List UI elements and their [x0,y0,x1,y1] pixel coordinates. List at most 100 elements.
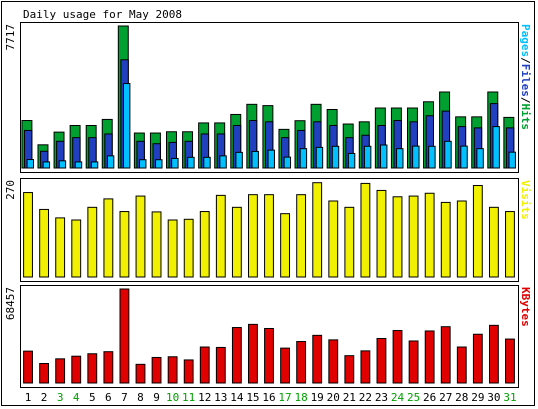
bar-pages-day-6 [106,155,115,169]
chart-titles: Daily usage for May 2008 [23,8,182,21]
legend: KBytes [519,287,532,327]
bar-visits-day-1 [23,192,33,278]
bar-pages-day-11 [187,156,195,169]
legend-pages: Pages [519,24,532,57]
bar-visits-day-23 [376,189,387,278]
bar-kbytes-day-21 [344,355,355,384]
legend-files: Files [519,64,532,97]
bar-visits-day-4 [71,219,82,278]
bar-kbytes-day-18 [296,341,307,384]
bar-pages-day-15 [251,150,259,169]
bar-kbytes-day-20 [328,339,339,384]
bar-pages-day-12 [203,156,211,169]
bar-visits-day-19 [312,182,323,278]
x-tick-label-22: 22 [359,391,372,404]
y-max-label: 7717 [4,24,17,51]
bar-visits-day-25 [408,195,419,278]
x-tick-label-16: 16 [262,391,275,404]
legend-visits: Visits [519,180,532,220]
x-tick-label-6: 6 [105,391,112,404]
bar-kbytes-day-23 [376,338,387,384]
panel-kbytes: 68457 KBytes [4,285,532,388]
chart-title: Daily usage for May 2008 [23,8,182,21]
x-tick-label-21: 21 [343,391,356,404]
bar-visits-day-11 [183,218,194,278]
bar-pages-day-31 [508,151,516,169]
bar-visits-day-24 [392,196,403,278]
bar-pages-day-20 [331,145,340,169]
bar-kbytes-day-2 [39,363,50,384]
bar-pages-day-18 [299,148,308,169]
bar-pages-day-2 [42,161,51,169]
bar-pages-day-17 [283,156,292,169]
bar-pages-day-26 [428,145,436,169]
x-tick-label-12: 12 [198,391,211,404]
bar-kbytes-day-7 [119,288,130,384]
x-tick-label-2: 2 [41,391,48,404]
bar-kbytes-day-26 [424,330,435,384]
legend-kbytes: KBytes [519,287,532,327]
bar-visits-day-2 [39,208,50,278]
bar-pages-day-13 [219,155,227,169]
bar-visits-day-12 [199,211,210,278]
bar-kbytes-day-22 [360,350,371,384]
bar-visits-day-13 [215,194,226,278]
panel-border [20,178,519,282]
bar-visits-day-7 [119,211,130,278]
bar-visits-day-8 [135,195,146,278]
bar-visits-day-27 [440,201,451,278]
bar-kbytes-day-11 [183,359,194,384]
x-tick-label-9: 9 [153,391,160,404]
bar-pages-day-28 [460,145,468,169]
x-tick-label-19: 19 [311,391,324,404]
bars [23,288,515,384]
bar-kbytes-day-30 [488,324,499,384]
x-tick-label-28: 28 [455,391,468,404]
x-tick-label-10: 10 [166,391,179,404]
bar-visits-day-20 [328,200,339,278]
bar-pages-day-30 [492,126,500,169]
bar-kbytes-day-27 [440,326,451,384]
bar-pages-day-22 [363,145,372,169]
bar-kbytes-day-4 [71,355,82,384]
bar-visits-day-22 [360,182,371,278]
bar-kbytes-day-16 [264,327,274,384]
legend: Visits [519,180,532,220]
bar-visits-day-30 [488,206,499,278]
bar-visits-day-6 [103,198,114,278]
bar-kbytes-day-3 [55,358,66,384]
bar-pages-day-16 [267,149,275,169]
x-tick-label-25: 25 [407,391,420,404]
bar-kbytes-day-6 [103,351,114,384]
legend-text: Pages/Files/Hits [519,24,532,130]
panel-hits: 7717 Pages/Files/Hits [4,22,532,173]
bar-pages-day-7 [122,83,131,169]
bar-visits-day-14 [231,206,242,278]
x-tick-label-31: 31 [503,391,516,404]
x-tick-label-15: 15 [246,391,259,404]
bar-kbytes-day-28 [456,346,467,384]
x-tick-label-13: 13 [214,391,227,404]
bar-kbytes-day-10 [167,356,178,384]
x-tick-label-20: 20 [327,391,340,404]
bar-visits-day-16 [264,194,274,278]
y-max-label: 68457 [4,287,17,320]
bar-kbytes-day-29 [472,333,483,384]
bar-kbytes-day-13 [215,346,226,384]
x-tick-label-29: 29 [471,391,484,404]
bar-kbytes-day-31 [505,338,515,384]
x-tick-label-26: 26 [423,391,436,404]
bar-visits-day-18 [296,194,307,278]
bar-pages-day-24 [396,148,404,169]
x-tick-label-17: 17 [278,391,291,404]
x-tick-label-3: 3 [57,391,64,404]
bar-kbytes-day-14 [231,327,242,384]
x-tick-label-14: 14 [230,391,244,404]
bar-kbytes-day-8 [135,363,146,384]
bar-visits-day-10 [167,219,178,278]
bar-pages-day-8 [139,159,147,169]
x-tick-label-4: 4 [73,391,80,404]
